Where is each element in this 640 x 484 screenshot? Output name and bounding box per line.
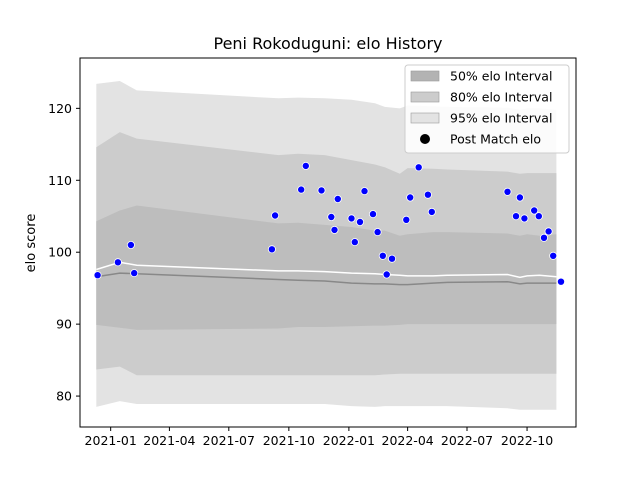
y-tick-label: 100	[48, 245, 72, 260]
y-tick-label: 90	[56, 317, 72, 332]
y-axis: 80 90 100 110 120	[48, 101, 80, 404]
post-match-elo-point	[414, 163, 423, 172]
post-match-elo-point	[378, 251, 387, 260]
chart-title: Peni Rokoduguni: elo History	[213, 34, 442, 53]
legend-marker	[420, 134, 430, 144]
y-tick-label: 80	[56, 389, 72, 404]
post-match-elo-point	[512, 212, 521, 221]
post-match-elo-point	[515, 193, 524, 202]
post-match-elo-point	[93, 271, 102, 280]
post-match-elo-point	[355, 217, 364, 226]
post-match-elo-point	[427, 207, 436, 216]
x-tick-label: 2022-10	[501, 433, 553, 448]
legend-swatch	[410, 91, 440, 103]
y-axis-label: elo score	[24, 214, 39, 273]
legend-label: Post Match elo	[450, 132, 541, 147]
post-match-elo-point	[113, 258, 122, 267]
post-match-elo-point	[333, 194, 342, 203]
post-match-elo-point	[402, 215, 411, 224]
post-match-elo-point	[267, 245, 276, 254]
x-tick-label: 2021-01	[85, 433, 137, 448]
legend: 50% elo Interval 80% elo Interval 95% elo …	[404, 64, 570, 154]
post-match-elo-point	[297, 185, 306, 194]
post-match-elo-point	[130, 269, 139, 278]
x-tick-label: 2022-01	[323, 433, 375, 448]
post-match-elo-point	[557, 277, 566, 286]
post-match-elo-point	[387, 254, 396, 263]
post-match-elo-point	[350, 238, 359, 247]
post-match-elo-point	[271, 211, 280, 220]
band-50-percent	[96, 205, 557, 330]
x-tick-label: 2021-04	[143, 433, 195, 448]
post-match-elo-point	[406, 193, 415, 202]
post-match-elo-point	[330, 225, 339, 234]
post-match-elo-point	[301, 161, 310, 170]
y-tick-label: 110	[48, 173, 72, 188]
legend-label: 80% elo Interval	[450, 90, 552, 105]
post-match-elo-point	[382, 270, 391, 279]
y-tick-label: 120	[48, 101, 72, 116]
post-match-elo-point	[503, 187, 512, 196]
legend-swatch	[410, 112, 440, 124]
interval-bands	[96, 81, 557, 410]
post-match-elo-point	[373, 228, 382, 237]
plot-frame	[79, 57, 577, 428]
post-match-elo-point	[540, 233, 549, 242]
post-match-elo-point	[423, 190, 432, 199]
post-match-elo-point	[534, 212, 543, 221]
post-match-elo-point	[368, 210, 377, 219]
legend-label: 95% elo Interval	[450, 111, 552, 126]
legend-swatch	[410, 70, 440, 82]
post-match-elo-point	[360, 187, 369, 196]
post-match-elo-point	[317, 186, 326, 195]
post-match-elo-point	[327, 212, 336, 221]
lower-quartile-line	[96, 272, 557, 286]
post-match-points	[93, 161, 566, 286]
post-match-elo-point	[520, 214, 529, 223]
median-lines	[96, 261, 557, 286]
legend-box	[404, 64, 570, 154]
post-match-elo-point	[544, 227, 553, 236]
legend-label: 50% elo Interval	[450, 69, 552, 84]
post-match-elo-point	[530, 206, 539, 215]
post-match-elo-point	[126, 240, 135, 249]
x-tick-label: 2022-04	[382, 433, 434, 448]
post-match-elo-point	[549, 251, 558, 260]
x-tick-label: 2021-07	[203, 433, 255, 448]
x-axis: 2021-01 2021-04 2021-07 2021-10 2022-01 2022-…	[85, 427, 553, 448]
x-tick-label: 2021-10	[263, 433, 315, 448]
median-elo-line	[96, 261, 557, 279]
x-tick-label: 2022-07	[441, 433, 493, 448]
post-match-elo-point	[347, 214, 356, 223]
